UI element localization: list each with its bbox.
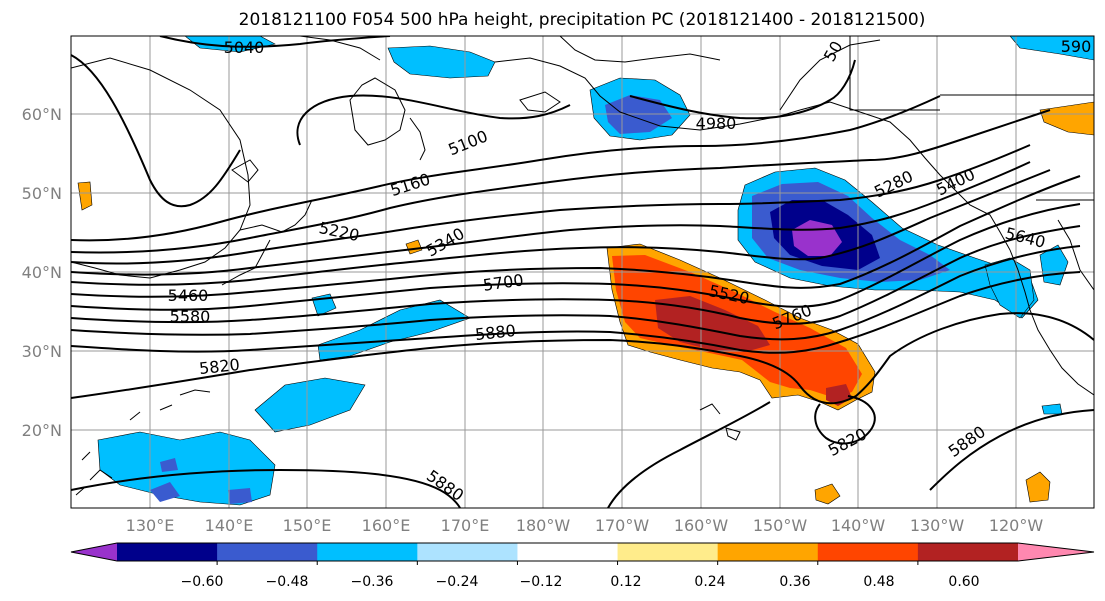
longitude-labels: 130°E 140°E 150°E 160°E 170°E 180°W 170°… — [126, 516, 1044, 535]
colorbar-segment — [617, 543, 719, 561]
lat-tick-label: 40°N — [22, 263, 62, 282]
lat-tick-label: 20°N — [22, 421, 62, 440]
colorbar-tick-label: −0.48 — [266, 574, 309, 590]
latitude-labels: 60°N 50°N 40°N 30°N 20°N — [22, 105, 62, 440]
contour-label: 5460 — [168, 286, 209, 305]
lon-tick-label: 130°E — [126, 516, 175, 535]
colorbar-tick-label: −0.12 — [520, 574, 563, 590]
lon-tick-label: 130°W — [910, 516, 965, 535]
negative-anomaly-arctic-east — [1009, 36, 1094, 61]
contour-label: 5880 — [474, 321, 516, 344]
negative-anomaly-westcoast — [984, 257, 1035, 319]
map-panel: 5040 5100 4980 50 5160 5220 5340 5460 55… — [70, 35, 1095, 509]
colorbar-tick-label: −0.60 — [181, 574, 224, 590]
lon-tick-label: 170°E — [441, 516, 490, 535]
colorbar-tick-labels: −0.60 −0.48 −0.36 −0.24 −0.12 0.12 0.24 … — [181, 574, 980, 590]
lon-tick-label: 140°W — [831, 516, 886, 535]
colorbar-segment — [417, 543, 518, 561]
lon-tick-label: 150°E — [283, 516, 332, 535]
precip-shading — [77, 36, 1094, 506]
contour-label: 590 — [1061, 37, 1092, 56]
colorbar-tick-label: 0.60 — [948, 574, 979, 590]
contour-label: 5040 — [224, 38, 265, 57]
colorbar: −0.60 −0.48 −0.36 −0.24 −0.12 0.12 0.24 … — [70, 542, 1095, 590]
contour-label: 4980 — [696, 114, 737, 133]
colorbar-ticks — [216, 561, 919, 565]
colorbar-segments — [71, 543, 1094, 561]
coastlines — [71, 36, 1094, 496]
lon-tick-label: 180°W — [516, 516, 571, 535]
map-frame — [70, 35, 1095, 509]
positive-anomaly-japan — [77, 181, 93, 211]
negative-anomaly-southwest — [97, 431, 276, 506]
contour-label: 5820 — [198, 355, 240, 378]
colorbar-segment — [817, 543, 919, 561]
negative-anomaly-subtropic-mid — [254, 377, 366, 433]
colorbar-segment — [517, 543, 619, 561]
negative-anomaly-arctic — [184, 36, 276, 53]
lon-tick-label: 140°E — [205, 516, 254, 535]
colorbar-segment — [717, 543, 819, 561]
lon-tick-label: 120°W — [989, 516, 1044, 535]
colorbar-extension-high — [1018, 543, 1094, 561]
lon-tick-label: 150°W — [753, 516, 808, 535]
colorbar-tick-label: 0.48 — [863, 574, 894, 590]
positive-anomaly-small-se — [1025, 471, 1051, 503]
negative-anomaly-okhotsk — [387, 45, 496, 79]
colorbar-segment — [217, 543, 318, 561]
lat-tick-label: 50°N — [22, 184, 62, 203]
colorbar-outline — [70, 542, 1095, 562]
map-title: 2018121100 F054 500 hPa height, precipit… — [239, 10, 926, 30]
colorbar-tick-label: 0.24 — [694, 574, 725, 590]
colorbar-tick-label: −0.24 — [436, 574, 479, 590]
colorbar-segment — [317, 543, 418, 561]
lat-tick-label: 30°N — [22, 342, 62, 361]
positive-anomaly-dot — [405, 239, 423, 255]
colorbar-segment — [117, 543, 218, 561]
colorbar-tick-label: −0.36 — [351, 574, 394, 590]
height-contours — [71, 36, 1094, 508]
lon-tick-label: 160°E — [362, 516, 411, 535]
colorbar-segment — [917, 543, 1019, 561]
contour-label: 5580 — [170, 307, 211, 326]
lat-tick-label: 60°N — [22, 105, 62, 124]
negative-anomaly-southwest-core — [150, 458, 252, 504]
positive-anomaly-max — [655, 296, 770, 352]
lon-tick-label: 160°W — [674, 516, 729, 535]
colorbar-extension-low — [71, 543, 117, 561]
lon-tick-label: 170°W — [595, 516, 650, 535]
negative-anomaly-tiny-se — [1041, 403, 1063, 415]
colorbar-tick-label: 0.12 — [610, 574, 641, 590]
positive-anomaly-small-sw — [814, 483, 841, 505]
colorbar-tick-label: 0.36 — [779, 574, 810, 590]
positive-anomaly-gulf-alaska — [1039, 101, 1094, 136]
